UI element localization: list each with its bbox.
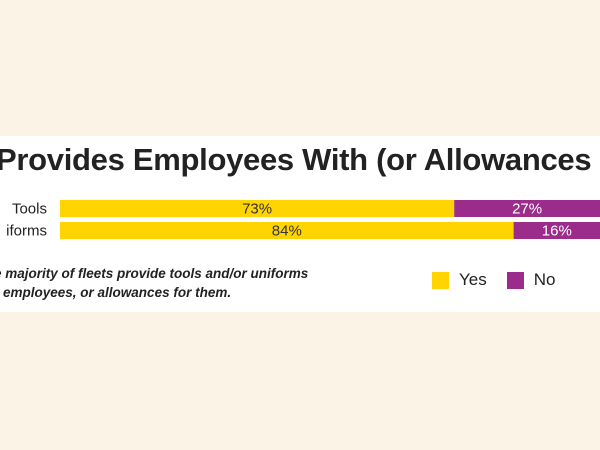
bar-segment-yes — [60, 200, 455, 217]
category-label: iforms — [6, 223, 47, 240]
chart-title: Provides Employees With (or Allowances f… — [0, 142, 600, 177]
bar-segment-no — [454, 200, 600, 217]
data-label-no: 27% — [512, 201, 542, 218]
bar-segment-yes — [60, 222, 514, 239]
legend-item-yes: Yes — [432, 270, 487, 290]
legend-item-no: No — [506, 270, 556, 290]
chart-panel: Provides Employees With (or Allowances f… — [0, 136, 600, 312]
bar-segment-no — [513, 222, 600, 239]
chart-caption: e majority of fleets provide tools and/o… — [0, 266, 309, 300]
legend-label-no: No — [533, 270, 556, 289]
data-label-yes: 84% — [272, 223, 302, 240]
category-label: Tools — [12, 201, 47, 218]
bar-chart: Tools 73% 27% iforms 84% 16% — [6, 200, 600, 240]
data-label-yes: 73% — [242, 201, 272, 218]
legend-swatch-no — [506, 271, 524, 289]
data-label-no: 16% — [542, 223, 572, 240]
legend-swatch-yes — [432, 271, 449, 289]
legend-label-yes: Yes — [459, 270, 487, 289]
legend: Yes No — [432, 270, 575, 290]
